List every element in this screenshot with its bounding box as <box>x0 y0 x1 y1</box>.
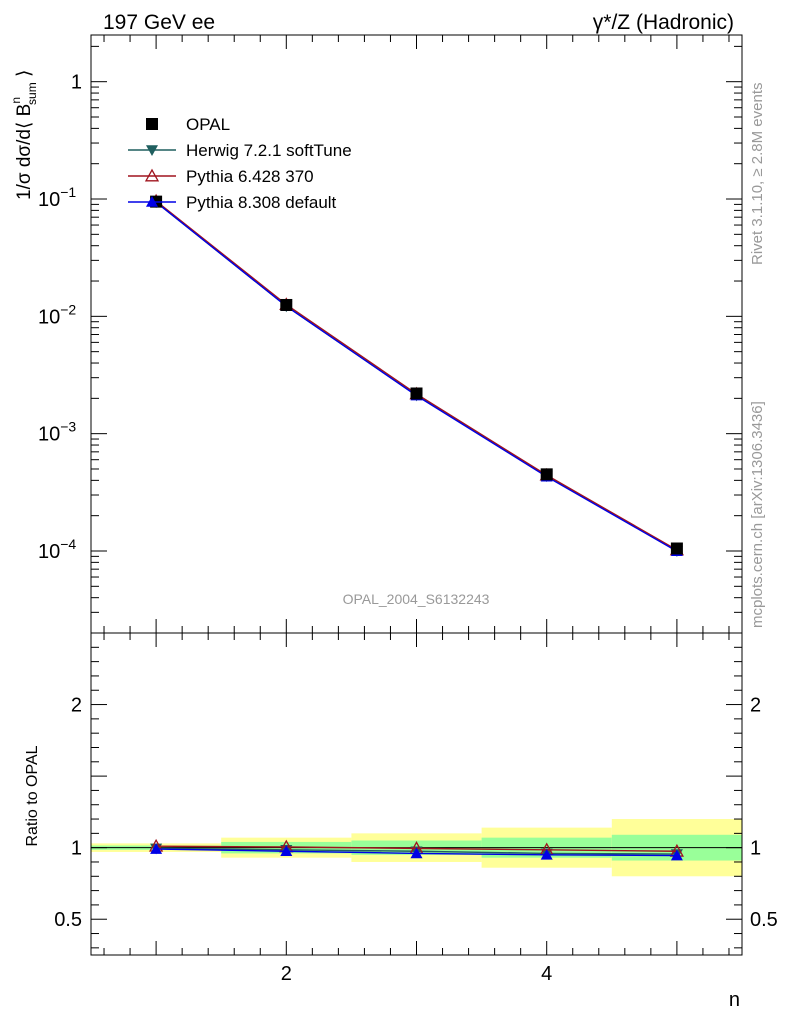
ratio-point-series3-2 <box>280 845 293 857</box>
legend-label-2: Pythia 6.428 370 <box>186 167 314 186</box>
ratio-point-series3-5 <box>670 849 683 861</box>
top-point-series0-3 <box>410 387 423 400</box>
legend-marker-2 <box>144 168 160 182</box>
rivet-label: Rivet 3.1.10, ≥ 2.8M events <box>749 83 766 266</box>
x-axis-label: n <box>729 989 740 1011</box>
top-point-series0-4 <box>540 468 553 481</box>
bottom-y-axis-label: Ratio to OPAL <box>24 745 41 846</box>
top-line-3 <box>155 201 678 552</box>
legend-marker-3 <box>146 196 158 207</box>
x-tick-label: 4 <box>541 963 552 985</box>
header-right-title: γ*/Z (Hadronic) <box>593 11 734 34</box>
legend-label-1: Herwig 7.2.1 softTune <box>186 141 352 160</box>
top-ylabel-sub: sum <box>25 82 39 105</box>
axes: 2 4 1 10−1 10−2 10−3 10−4 2 2 1 1 0.5 0.5 <box>38 34 778 985</box>
top-line-2 <box>155 200 678 551</box>
bottom-y-tick-label: 2 <box>71 695 82 717</box>
mcplots-label: mcplots.cern.ch [arXiv:1306.3436] <box>749 401 766 628</box>
top-point-series0-5 <box>670 542 683 555</box>
top-y-tick-label: 10−4 <box>38 536 76 563</box>
bottom-panel-frame <box>90 632 743 956</box>
top-y-tick-label: 10−2 <box>38 301 76 328</box>
top-line-1 <box>155 201 678 552</box>
top-ylabel-main: 1/σ dσ/d⟨ B <box>14 104 35 200</box>
top-y-tick-label: 10−3 <box>38 419 76 446</box>
legend: OPAL Herwig 7.2.1 softTune Pythia 6.428 37… <box>128 115 352 212</box>
legend-label-0: OPAL <box>186 115 230 134</box>
ratio-point-series3-1 <box>150 843 163 854</box>
top-y-tick-label: 10−1 <box>38 184 76 211</box>
legend-marker-0 <box>146 118 158 130</box>
bottom-y-tick-label-right: 2 <box>750 695 761 717</box>
header-left-title: 197 GeV ee <box>103 11 215 34</box>
top-ylabel-close: ⟩ <box>14 70 35 83</box>
ratio-point-series3-4 <box>540 848 553 860</box>
top-ylabel-sup: n <box>9 97 23 104</box>
data-series <box>91 193 742 861</box>
x-tick-label: 2 <box>281 963 292 985</box>
bottom-y-tick-label: 0.5 <box>54 909 82 931</box>
bottom-y-tick-label: 1 <box>71 838 82 860</box>
top-y-axis-label: 1/σ dσ/d⟨ Bn sum ⟩ <box>9 70 39 200</box>
legend-label-3: Pythia 8.308 default <box>186 193 337 212</box>
bottom-y-tick-label-right: 0.5 <box>750 909 778 931</box>
legend-marker-1 <box>146 145 158 156</box>
ratio-point-series3-3 <box>410 847 423 859</box>
analysis-watermark: OPAL_2004_S6132243 <box>343 591 490 607</box>
top-point-series0-2 <box>280 298 293 311</box>
bottom-y-tick-label-right: 1 <box>750 838 761 860</box>
top-y-tick-label: 1 <box>71 72 82 94</box>
